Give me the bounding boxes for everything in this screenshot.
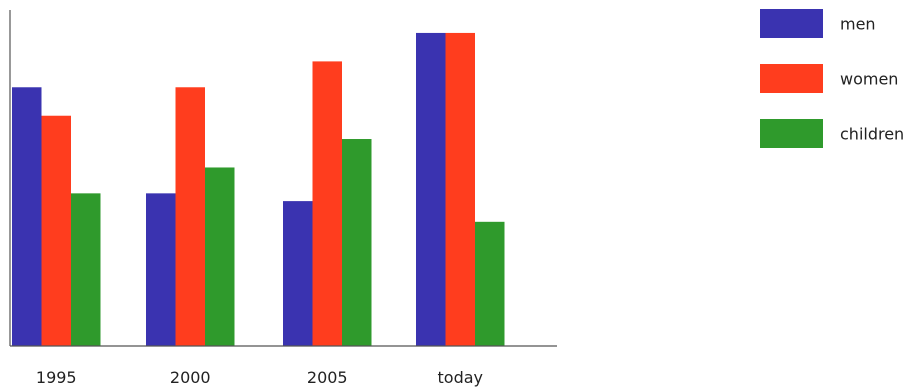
legend-swatch-women xyxy=(760,64,823,93)
bar-women-1995 xyxy=(41,115,71,346)
x-tick-label: 1995 xyxy=(36,368,77,387)
bar-children-2000 xyxy=(205,167,235,346)
bar-children-1995 xyxy=(71,193,101,346)
x-tick-label: 2005 xyxy=(307,368,348,387)
bar-children-today xyxy=(475,221,505,346)
bar-children-2005 xyxy=(342,139,372,346)
bar-men-2000 xyxy=(146,193,176,346)
legend-label-women: women xyxy=(840,70,898,89)
bar-men-today xyxy=(416,32,446,346)
legend-swatch-men xyxy=(760,9,823,38)
bar-women-today xyxy=(445,32,475,346)
x-tick-label: today xyxy=(438,368,484,387)
legend-swatch-children xyxy=(760,119,823,148)
bar-men-2005 xyxy=(283,201,313,346)
bar-men-1995 xyxy=(12,87,42,347)
bar-women-2000 xyxy=(175,87,205,347)
axes xyxy=(9,10,557,347)
legend: men women children xyxy=(760,9,904,148)
legend-label-children: children xyxy=(840,125,904,144)
bar-women-2005 xyxy=(312,61,342,347)
bars-layer xyxy=(12,32,505,347)
x-tick-label: 2000 xyxy=(170,368,211,387)
x-tick-labels: 1995 2000 2005 today xyxy=(36,368,483,387)
legend-label-men: men xyxy=(840,15,876,34)
